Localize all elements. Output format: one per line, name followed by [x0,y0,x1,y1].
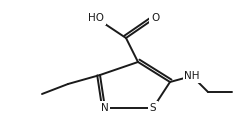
Text: N: N [101,103,109,113]
Text: HO: HO [88,13,104,23]
Text: NH: NH [184,71,200,81]
Text: S: S [150,103,156,113]
Text: O: O [151,13,159,23]
